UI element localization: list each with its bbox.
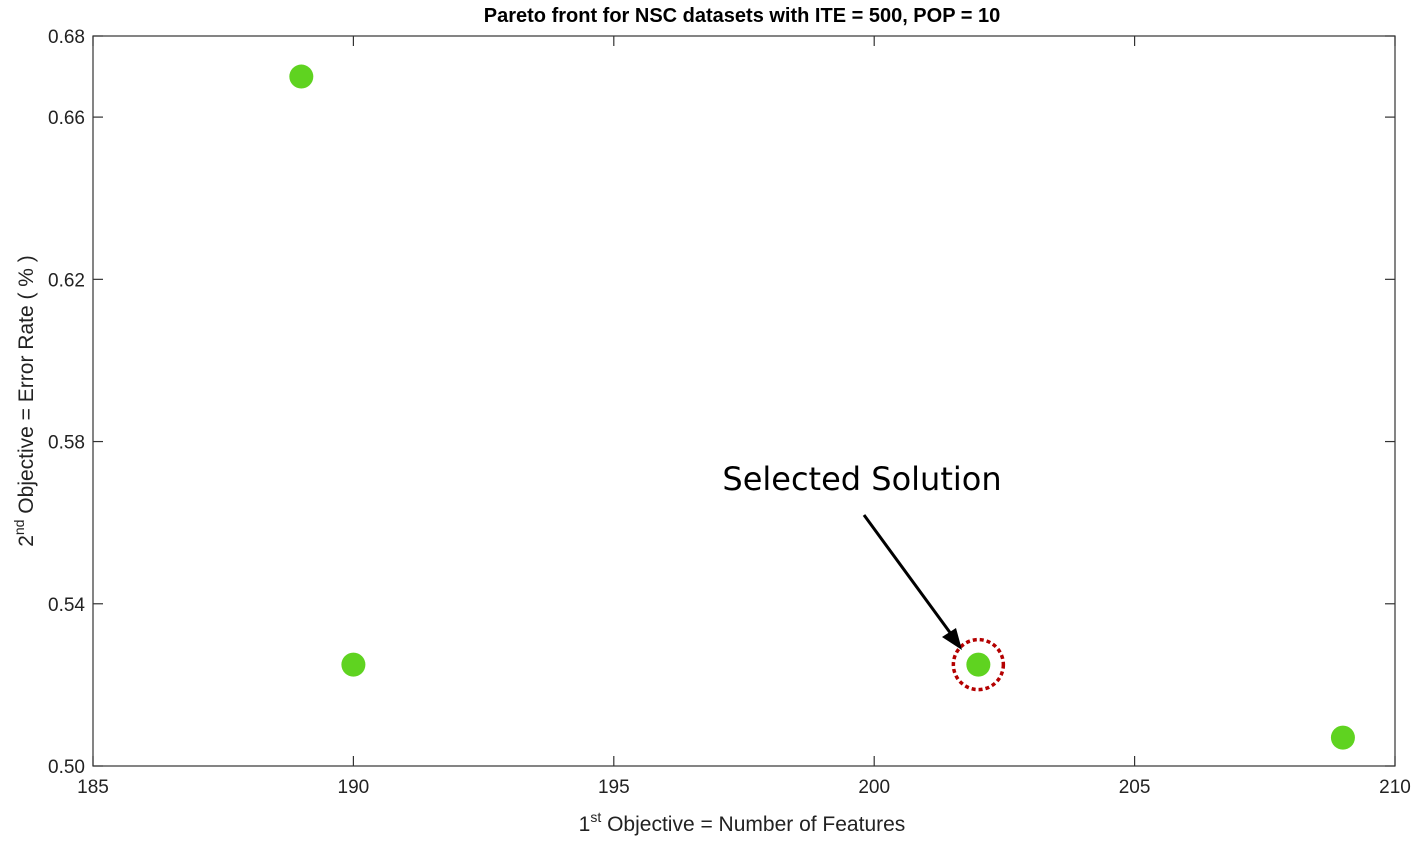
annotation-arrow [862, 514, 956, 639]
y-axis-label: 2nd Objective = Error Rate ( % ) [11, 255, 38, 547]
x-axis-label: 1st Objective = Number of Features [579, 809, 906, 836]
y-tick-label: 0.58 [48, 433, 85, 454]
data-point [966, 652, 991, 677]
selected-solution-annotation: Selected Solution [722, 460, 1002, 650]
y-tick-label: 0.50 [48, 757, 85, 778]
x-tick-label: 190 [338, 777, 370, 798]
arrowhead [942, 628, 962, 650]
plot-area [92, 35, 1396, 767]
x-tick-label: 205 [1119, 777, 1151, 798]
y-tick-label: 0.66 [48, 108, 85, 129]
data-points [289, 64, 1355, 750]
y-tick-label: 0.68 [48, 27, 85, 48]
y-axis-ticks: 0.50 0.54 0.58 0.62 0.66 0.68 [48, 27, 1395, 778]
data-point [289, 64, 314, 89]
x-tick-label: 200 [858, 777, 890, 798]
y-tick-label: 0.62 [48, 270, 85, 291]
chart-title: Pareto front for NSC datasets with ITE =… [484, 5, 1000, 27]
x-tick-label: 195 [598, 777, 630, 798]
x-tick-label: 210 [1379, 777, 1411, 798]
selected-point-highlight [951, 637, 1006, 692]
data-point [1330, 725, 1355, 750]
y-tick-label: 0.54 [48, 595, 85, 616]
annotation-label: Selected Solution [722, 460, 1001, 498]
x-tick-label: 185 [77, 777, 109, 798]
data-point [341, 652, 366, 677]
x-axis-ticks: 185 190 195 200 205 210 [77, 36, 1411, 798]
